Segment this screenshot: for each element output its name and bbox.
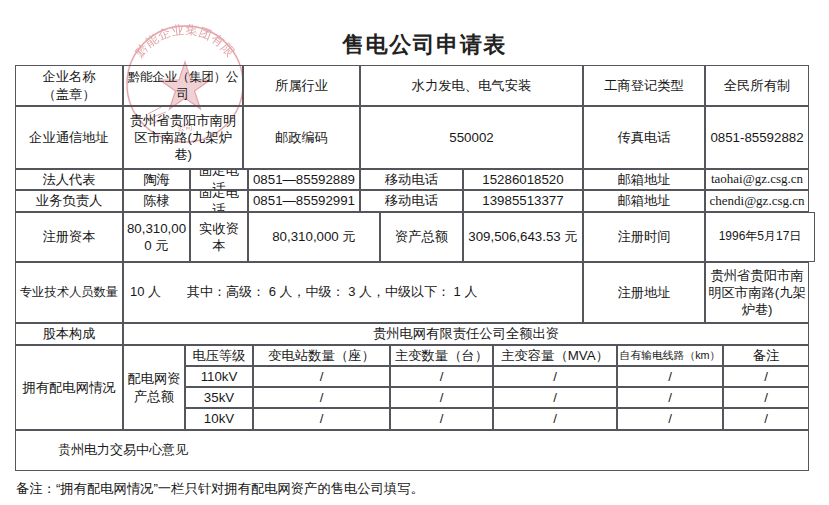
svg-text:黔能企业集团有限: 黔能企业集团有限 — [132, 23, 237, 60]
